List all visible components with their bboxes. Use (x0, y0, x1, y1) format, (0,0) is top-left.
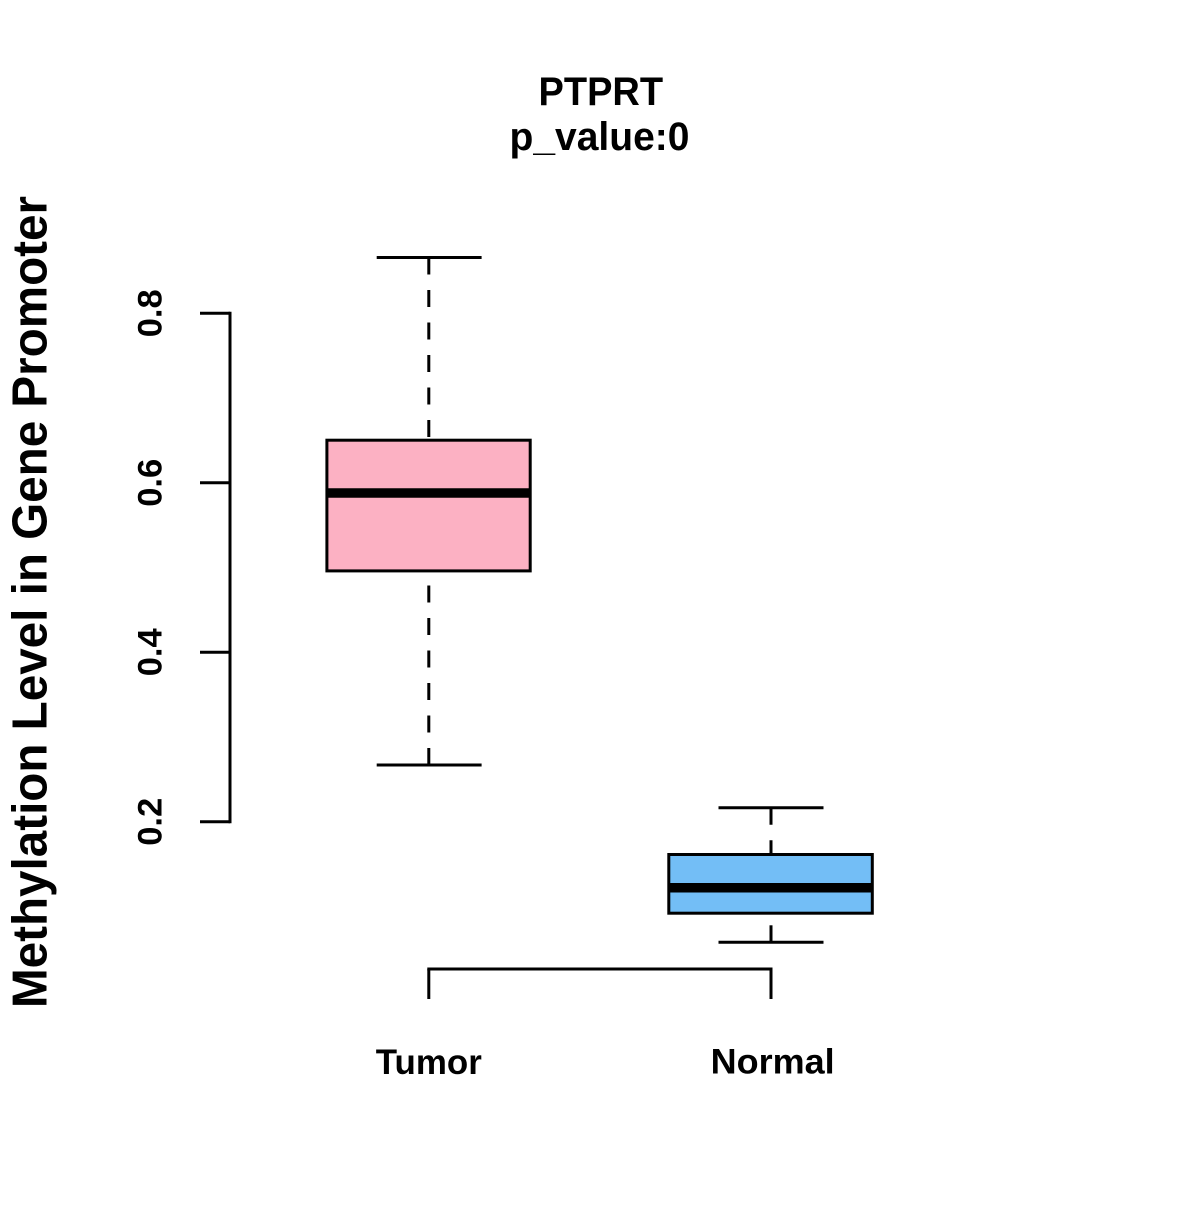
svg-text:Tumor: Tumor (376, 1043, 482, 1082)
svg-text:0.4: 0.4 (132, 628, 170, 676)
svg-text:Normal: Normal (711, 1043, 835, 1082)
svg-text:0.6: 0.6 (132, 459, 170, 507)
svg-text:p_value:0: p_value:0 (510, 115, 690, 159)
svg-text:0.8: 0.8 (132, 289, 170, 337)
svg-text:Methylation Level in Gene Prom: Methylation Level in Gene Promoter (4, 196, 58, 1008)
svg-text:PTPRT: PTPRT (539, 70, 664, 114)
svg-text:0.2: 0.2 (132, 798, 170, 846)
